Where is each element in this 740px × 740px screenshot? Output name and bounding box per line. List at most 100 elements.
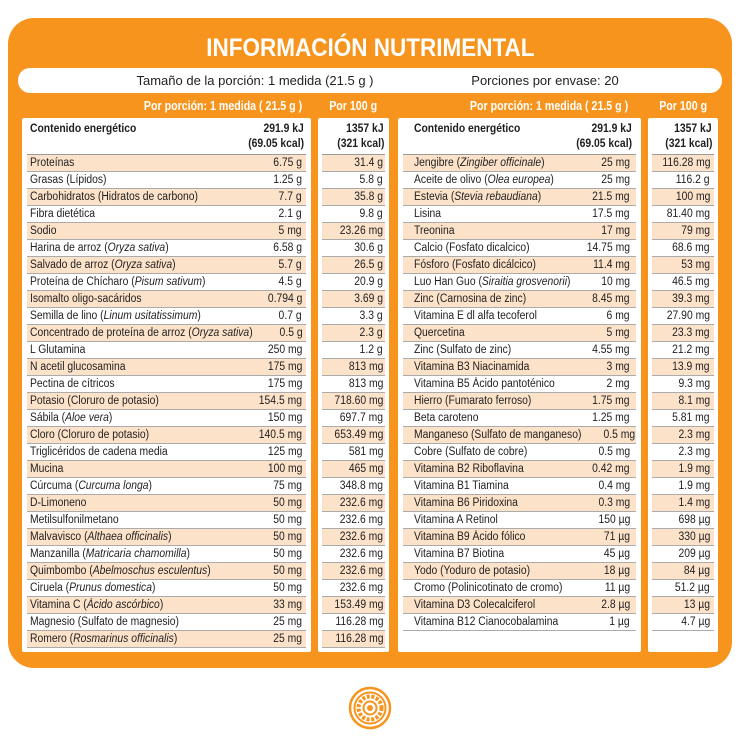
per-serving-value: 25 mg (601, 157, 630, 169)
nutrient-name: Semilla de lino (Linum usitatissimum) (30, 310, 201, 322)
nutrient-row: 3.3 g (322, 308, 385, 325)
per-100g-value: 2.3 mg (678, 446, 710, 458)
nutrient-name: N acetil glucosamina (30, 361, 126, 373)
per-100g-value: 330 µg (678, 531, 710, 543)
nutrient-row: Cobre (Sulfato de cobre) 0.5 mg (403, 444, 636, 461)
per-100g-value: 9.3 mg (678, 378, 710, 390)
nutrient-row: 5.81 mg (652, 410, 714, 427)
energy-per-100g: 1357 kJ (321 kcal) (332, 122, 384, 154)
nutrient-row: 2.3 g (322, 325, 385, 342)
nutrient-row: D-Limoneno 50 mg (27, 495, 306, 512)
nutrient-row: 813 mg (322, 376, 385, 393)
nutrient-name: Isomalto oligo-sacáridos (30, 293, 142, 305)
nutrient-name: Lisina (414, 208, 442, 220)
nutrient-name: Aceite de olivo (Olea europea) (414, 174, 554, 186)
per-serving-value: 4.55 mg (592, 344, 630, 356)
per-serving-value: 75 mg (273, 480, 302, 492)
nutrient-name: Vitamina B12 Cianocobalamina (414, 616, 559, 628)
per-100g-value: 232.6 mg (339, 582, 383, 594)
nutrient-name: Romero (Rosmarinus officinalis) (30, 633, 178, 645)
nutrient-name: Luo Han Guo (Siraitia grosvenorii) (414, 276, 571, 288)
per-100g-value: 718.60 mg (334, 395, 383, 407)
nutrient-name: Jengibre (Zingiber officinale) (414, 157, 545, 169)
nutrient-row: Luo Han Guo (Siraitia grosvenorii) 10 mg (403, 274, 636, 291)
per-100g-value: 232.6 mg (339, 531, 383, 543)
per-serving-value: 50 mg (273, 565, 302, 577)
left-per-serving-header-text: Por porción: 1 medida ( 21.5 g ) (143, 99, 302, 113)
per-100g-value: 232.6 mg (339, 514, 383, 526)
nutrient-name: Malvavisco (Althaea officinalis) (30, 531, 172, 543)
energy-kj-value: 291.9 kJ (263, 123, 304, 135)
per-serving-value: 0.4 mg (598, 480, 630, 492)
nutrient-row: Triglicéridos de cadena media 125 mg (27, 444, 306, 461)
per-serving-value: 25 mg (601, 174, 630, 186)
nutrient-name: Vitamina B6 Piridoxina (414, 497, 518, 509)
nutrient-name: Quercetina (414, 327, 465, 339)
per-serving-value: 17 mg (601, 225, 630, 237)
per-100g-value: 1.2 g (359, 344, 383, 356)
per-100g-value: 26.5 g (354, 259, 383, 271)
nutrient-row: 813 mg (322, 359, 385, 376)
per-serving-value: 100 mg (267, 463, 302, 475)
nutrient-row: Semilla de lino (Linum usitatissimum) 0.7… (27, 308, 306, 325)
nutrient-row: 79 mg (652, 223, 714, 240)
per-100g-value: 9.8 g (359, 208, 383, 220)
per-serving-value: 50 mg (273, 582, 302, 594)
nutrient-row: 9.3 mg (652, 376, 714, 393)
nutrient-name: Beta caroteno (414, 412, 479, 424)
per-serving-value: 25 mg (273, 633, 302, 645)
nutrient-name: Manganeso (Sulfato de manganeso) (414, 429, 582, 441)
nutrient-row: Jengibre (Zingiber officinale) 25 mg (403, 155, 636, 172)
per-100g-value: 5.81 mg (672, 412, 710, 424)
energy-per-serving: 291.9 kJ (69.05 kcal) (242, 122, 304, 154)
per-serving-value: 1.75 mg (592, 395, 630, 407)
nutrient-name: Salvado de arroz (Oryza sativa) (30, 259, 176, 271)
nutrient-row: Carbohidratos (Hidratos de carbono) 7.7 g (27, 189, 306, 206)
per-serving-value: 5 mg (606, 327, 630, 339)
nutrient-name: Fibra dietética (30, 208, 96, 220)
per-serving-value: 6.58 g (273, 242, 302, 254)
nutrient-name: Proteínas (30, 157, 75, 169)
per-serving-value: 2.1 g (278, 208, 302, 220)
nutrient-row: 20.9 g (322, 274, 385, 291)
nutrient-name: Ciruela (Prunus domestica) (30, 582, 156, 594)
per-serving-value: 150 mg (267, 412, 302, 424)
nutrient-name: Triglicéridos de cadena media (30, 446, 168, 458)
per-serving-value: 0.3 mg (598, 497, 630, 509)
per-100g-value: 23.3 mg (672, 327, 710, 339)
nutrient-row: 8.1 mg (652, 393, 714, 410)
nutrient-row: Ciruela (Prunus domestica) 50 mg (27, 580, 306, 597)
left-per-100g-header-text: Por 100 g (329, 99, 378, 113)
per-100g-value: 232.6 mg (339, 565, 383, 577)
per-100g-value: 13 µg (683, 599, 710, 611)
nutrient-row: 2.3 mg (652, 427, 714, 444)
nutrient-name: Treonina (414, 225, 455, 237)
nutrient-row: Vitamina B3 Niacinamida 3 mg (403, 359, 636, 376)
nutrient-row: 21.2 mg (652, 342, 714, 359)
left-per-serving-header: Por porción: 1 medida ( 21.5 g ) (80, 95, 302, 117)
nutrient-row: Beta caroteno 1.25 mg (403, 410, 636, 427)
per-serving-value: 7.7 g (278, 191, 302, 203)
energy-per-serving: 291.9 kJ (69.05 kcal) (570, 122, 632, 154)
nutrient-name: Concentrado de proteína de arroz (Oryza … (30, 327, 253, 339)
per-100g-value: 23.26 mg (339, 225, 383, 237)
nutrient-row: Sodio 5 mg (27, 223, 306, 240)
nutrient-row: Cloro (Cloruro de potasio) 140.5 mg (27, 427, 306, 444)
per-100g-value: 51.2 µg (675, 582, 710, 594)
energy-label: Contenido energético (30, 123, 137, 135)
per-serving-value: 18 µg (603, 565, 630, 577)
nutrient-row: 116.2 g (652, 172, 714, 189)
nutrient-row: 84 µg (652, 563, 714, 580)
nutrient-row: Quercetina 5 mg (403, 325, 636, 342)
per-100g-value: 2.3 g (359, 327, 383, 339)
nutrient-row: 698 µg (652, 512, 714, 529)
nutrient-name: Potasio (Cloruro de potasio) (30, 395, 159, 407)
per-100g-value: 1.9 mg (678, 463, 710, 475)
nutrient-row: 1.9 mg (652, 478, 714, 495)
per-serving-value: 1.25 mg (592, 412, 630, 424)
per-serving-value: 5 mg (278, 225, 302, 237)
energy-header-row: Contenido energético 291.9 kJ (69.05 kca… (403, 118, 636, 155)
per-serving-value: 33 mg (273, 599, 302, 611)
nutrient-name: Vitamina B9 Ácido fólico (414, 531, 526, 543)
right-table-per-serving: Contenido energético 291.9 kJ (69.05 kca… (398, 118, 641, 652)
